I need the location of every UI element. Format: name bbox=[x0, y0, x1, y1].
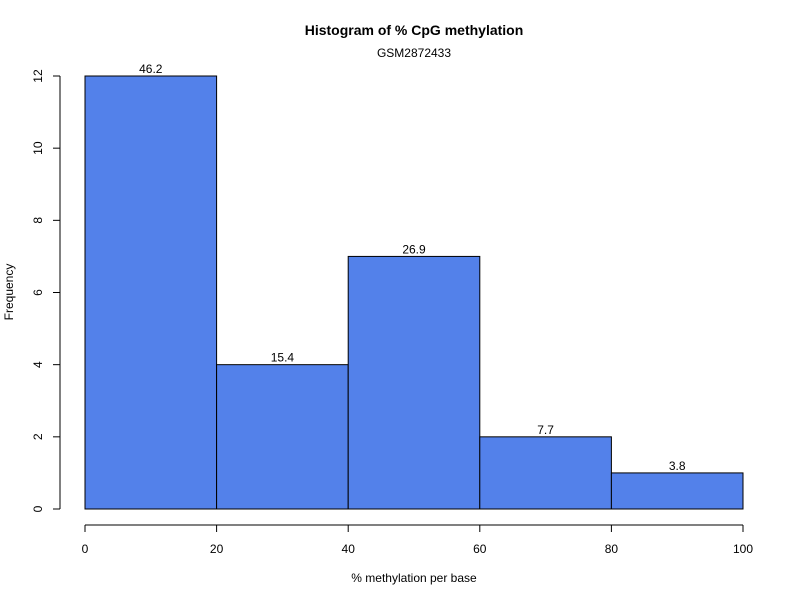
y-tick-label: 2 bbox=[31, 433, 45, 440]
bar-value-label: 7.7 bbox=[537, 423, 554, 437]
bar-value-label: 46.2 bbox=[139, 62, 163, 76]
bar-value-label: 26.9 bbox=[402, 242, 426, 256]
y-tick-label: 12 bbox=[31, 69, 45, 83]
y-tick-label: 10 bbox=[31, 141, 45, 155]
chart-title: Histogram of % CpG methylation bbox=[305, 22, 524, 38]
x-tick-label: 40 bbox=[342, 542, 356, 556]
y-axis-label: Frequency bbox=[2, 264, 16, 321]
x-tick-label: 60 bbox=[473, 542, 487, 556]
x-tick-label: 20 bbox=[210, 542, 224, 556]
histogram-bar bbox=[84, 75, 218, 510]
histogram-bar bbox=[610, 472, 744, 510]
y-tick-label: 8 bbox=[31, 217, 45, 224]
histogram-bar bbox=[216, 364, 349, 510]
y-tick-label: 6 bbox=[31, 289, 45, 296]
histogram-bar bbox=[347, 255, 481, 510]
y-tick-label: 4 bbox=[31, 361, 45, 368]
bar-value-label: 15.4 bbox=[271, 351, 295, 365]
bar-value-label: 3.8 bbox=[669, 459, 686, 473]
y-axis: 0 2 4 6 8 10 12 bbox=[31, 69, 61, 512]
x-axis-label: % methylation per base bbox=[351, 571, 477, 585]
bars-group bbox=[84, 75, 744, 510]
y-tick-label: 0 bbox=[31, 505, 45, 512]
x-tick-label: 80 bbox=[605, 542, 619, 556]
x-tick-label: 100 bbox=[733, 542, 753, 556]
x-axis: 0 20 40 60 80 100 bbox=[82, 524, 753, 556]
histogram-bar bbox=[479, 436, 612, 510]
chart-subtitle: GSM2872433 bbox=[377, 46, 451, 60]
bar-labels-group: 46.2 15.4 26.9 7.7 3.8 bbox=[139, 62, 686, 473]
x-tick-label: 0 bbox=[82, 542, 89, 556]
